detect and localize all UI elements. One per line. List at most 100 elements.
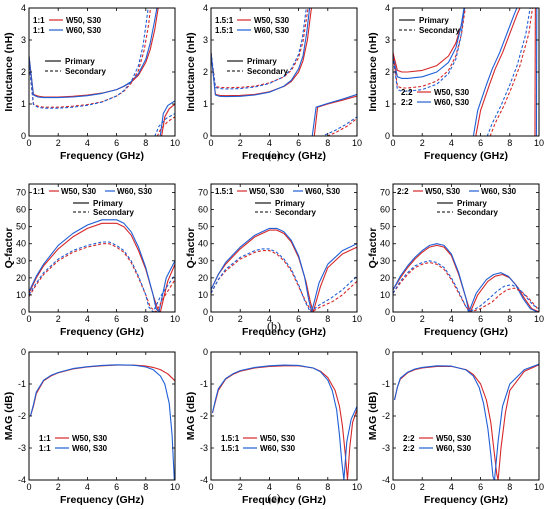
x-axis-label: Frequency (GHz) (424, 494, 508, 506)
series-line (211, 229, 357, 312)
series-line (156, 116, 175, 136)
legend-ratio: 1:1 (33, 16, 45, 25)
x-tick-label: 8 (325, 482, 330, 492)
y-tick-label: -1 (200, 379, 208, 389)
y-tick-label: 0 (385, 131, 390, 141)
x-tick-label: 6 (114, 482, 119, 492)
x-tick-label: 4 (267, 314, 272, 324)
legend-style-label: Secondary (275, 208, 316, 217)
legend-style-label: Primary (419, 16, 449, 25)
series-line (393, 261, 539, 312)
y-tick-label: 30 (16, 256, 26, 266)
legend-series-label: W50, S30 (72, 434, 108, 443)
y-tick-label: 4 (203, 3, 208, 13)
legend-ratio: 1.5:1 (221, 434, 240, 443)
x-tick-label: 0 (208, 482, 213, 492)
y-tick-label: 1 (203, 99, 208, 109)
y-tick-label: 50 (16, 222, 26, 232)
legend-style-label: Secondary (247, 67, 288, 76)
x-tick-label: 4 (85, 138, 90, 148)
legend: 1.5:1 W50, S30 1.5:1 W60, S30 PrimarySeconda… (215, 16, 290, 76)
x-tick-label: 8 (507, 314, 512, 324)
x-tick-label: 6 (114, 314, 119, 324)
legend-ratio: 2:2 (401, 88, 413, 97)
series-line (393, 8, 466, 89)
series-line (211, 8, 309, 89)
y-tick-label: 0 (385, 307, 390, 317)
legend-ratio: 2:2 (403, 444, 415, 453)
y-tick-label: -4 (18, 475, 26, 485)
series-line (393, 364, 539, 480)
x-tick-label: 2 (56, 314, 61, 324)
x-tick-label: 4 (449, 482, 454, 492)
legend-ratio: 1:1 (33, 26, 45, 35)
x-tick-label: 6 (478, 314, 483, 324)
x-axis-label: Frequency (GHz) (60, 150, 144, 162)
x-tick-label: 0 (208, 138, 213, 148)
y-tick-label: 3 (21, 35, 26, 45)
series-group (393, 243, 539, 312)
series-line (472, 8, 518, 136)
x-tick-label: 8 (507, 482, 512, 492)
plot-frame (392, 183, 540, 313)
series-line (29, 222, 175, 312)
y-tick-label: 50 (198, 222, 208, 232)
x-tick-label: 0 (390, 482, 395, 492)
y-axis-label: Q-factor (185, 228, 197, 269)
series-line (29, 364, 175, 480)
y-tick-label: 40 (380, 239, 390, 249)
y-tick-label: 10 (16, 290, 26, 300)
legend-series-label: W60, S30 (436, 444, 472, 453)
y-tick-label: -3 (18, 443, 26, 453)
series-line (29, 243, 175, 312)
row-label: (a) (267, 148, 280, 162)
series-group (29, 364, 175, 480)
legend-series-label: W50, S30 (254, 16, 290, 25)
x-tick-label: 8 (143, 138, 148, 148)
legend-style-label: Primary (275, 199, 305, 208)
series-line (321, 116, 357, 136)
legend-style-label: Primary (457, 199, 487, 208)
x-tick-label: 2 (238, 482, 243, 492)
y-axis-label: Inductance (nH) (185, 32, 197, 111)
series-line (29, 8, 159, 98)
y-tick-label: 1 (21, 99, 26, 109)
x-tick-label: 8 (507, 138, 512, 148)
x-tick-label: 6 (114, 138, 119, 148)
series-line (159, 100, 175, 136)
legend-series-label: W50, S30 (249, 187, 285, 196)
x-tick-label: 4 (449, 138, 454, 148)
y-tick-label: -1 (18, 379, 26, 389)
series-group (393, 363, 539, 480)
series-line (211, 227, 357, 312)
x-tick-label: 10 (352, 482, 362, 492)
chart-panel: 0 2 4 6 8 10 -4 -3 -2 -1 0 Frequency (GHz) MAG (dB) 1… (185, 347, 362, 506)
series-line (534, 8, 536, 136)
series-group (393, 8, 538, 136)
x-tick-label: 0 (26, 138, 31, 148)
legend: 2:2 W50, S30 2:2 W60, S30 (403, 434, 472, 453)
y-tick-label: 20 (198, 273, 208, 283)
y-tick-label: 40 (198, 239, 208, 249)
x-tick-label: 4 (85, 482, 90, 492)
series-line (311, 93, 357, 136)
x-axis-label: Frequency (GHz) (424, 150, 508, 162)
y-tick-label: 4 (21, 3, 26, 13)
x-tick-label: 10 (352, 138, 362, 148)
series-line (393, 8, 465, 92)
x-tick-label: 10 (534, 138, 544, 148)
x-axis-label: Frequency (GHz) (60, 494, 144, 506)
legend-style-label: Secondary (93, 208, 134, 217)
series-group (29, 219, 175, 312)
series-line (211, 365, 357, 480)
y-tick-label: 2 (385, 67, 390, 77)
x-tick-label: 4 (85, 314, 90, 324)
legend-series-label: W60, S30 (481, 187, 517, 196)
series-line (154, 113, 175, 136)
legend-ratio: 2:2 (401, 98, 413, 107)
legend-ratio: 1:1 (33, 187, 45, 196)
y-tick-label: 70 (380, 188, 390, 198)
x-tick-label: 2 (56, 138, 61, 148)
